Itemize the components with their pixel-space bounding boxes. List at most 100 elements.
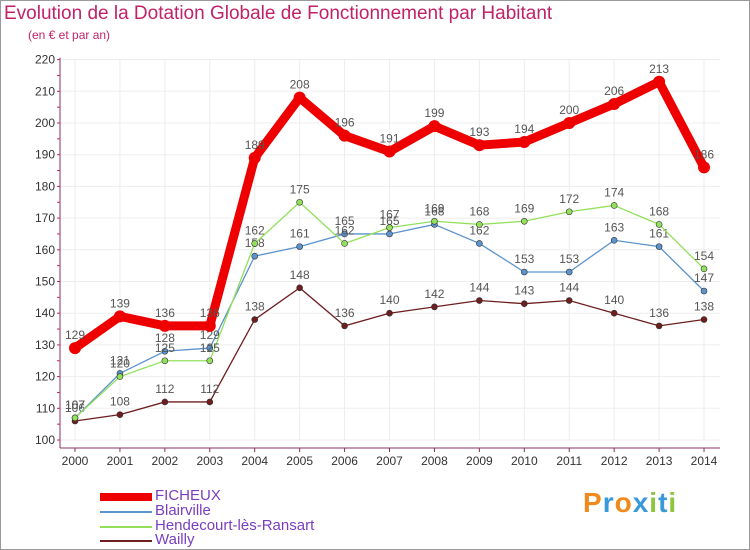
data-point <box>383 145 396 158</box>
data-label: 200 <box>559 103 579 117</box>
x-tick-label: 2004 <box>241 454 268 468</box>
data-point <box>158 319 171 332</box>
data-point <box>161 357 169 365</box>
data-point <box>161 347 169 355</box>
data-label: 106 <box>65 401 85 415</box>
legend-swatch-hendecourt <box>100 526 152 528</box>
data-point <box>69 342 81 355</box>
data-label: 107 <box>65 398 85 412</box>
data-label: 136 <box>200 306 220 320</box>
data-label: 163 <box>604 220 624 234</box>
x-tick-label: 2002 <box>152 454 179 468</box>
data-label: 138 <box>245 300 265 314</box>
data-point <box>610 236 618 244</box>
logo-letter: x <box>632 487 650 518</box>
data-point <box>565 208 573 216</box>
x-tick-label: 2000 <box>62 454 89 468</box>
data-label: 138 <box>694 300 714 314</box>
legend-item-wailly[interactable]: Wailly <box>100 531 360 548</box>
data-point <box>563 117 576 129</box>
y-tick-label: 100 <box>35 433 55 447</box>
legend-label-wailly: Wailly <box>155 531 195 548</box>
data-label: 120 <box>110 357 130 371</box>
legend-item-ficheux[interactable]: FICHEUX <box>100 487 360 504</box>
proxiti-logo: Proxiti <box>583 487 677 519</box>
data-point <box>293 91 306 104</box>
x-tick-label: 2014 <box>691 454 718 468</box>
data-point <box>518 136 531 149</box>
data-label: 175 <box>290 182 310 196</box>
data-label: 121 <box>110 353 130 367</box>
data-label: 194 <box>514 122 534 136</box>
data-point <box>341 230 348 238</box>
y-tick-label: 210 <box>35 84 55 98</box>
x-tick-label: 2012 <box>601 454 628 468</box>
data-label: 153 <box>559 252 579 266</box>
data-point <box>476 221 483 228</box>
y-tick-label: 160 <box>35 243 55 257</box>
x-tick-label: 2005 <box>286 454 313 468</box>
data-label: 161 <box>290 227 310 241</box>
data-label: 169 <box>424 201 444 215</box>
data-point <box>341 322 348 330</box>
y-tick-label: 170 <box>35 211 55 225</box>
data-point <box>520 268 528 276</box>
data-label: 144 <box>559 281 579 295</box>
x-tick-label: 2006 <box>331 454 358 468</box>
data-point <box>248 151 261 164</box>
x-tick-label: 2001 <box>107 454 134 468</box>
data-label: 206 <box>604 84 624 98</box>
data-label: 168 <box>649 204 669 218</box>
data-label: 153 <box>514 252 534 266</box>
data-point <box>653 75 666 88</box>
legend-item-hendecourt[interactable]: Hendecourt-lès-Ransart <box>100 517 360 534</box>
data-label: 140 <box>379 293 399 307</box>
data-point <box>251 316 259 323</box>
data-point <box>161 398 169 406</box>
data-label: 161 <box>649 227 669 241</box>
data-point <box>203 319 216 332</box>
data-label: 142 <box>424 287 444 301</box>
data-label: 125 <box>155 341 175 355</box>
data-label: 189 <box>245 138 265 152</box>
data-label: 213 <box>649 62 669 76</box>
data-point <box>296 243 303 250</box>
logo-letter: i <box>668 487 678 518</box>
data-label: 136 <box>335 306 355 320</box>
logo-letter: P <box>583 487 603 518</box>
data-point <box>476 240 483 247</box>
data-label: 167 <box>379 208 399 222</box>
data-point <box>338 129 351 142</box>
data-label: 129 <box>200 328 220 342</box>
data-label: 129 <box>65 328 85 342</box>
data-point <box>565 297 573 304</box>
x-tick-label: 2009 <box>466 454 493 468</box>
legend-label-ficheux: FICHEUX <box>155 487 221 504</box>
data-point <box>476 297 483 304</box>
data-point <box>296 198 303 206</box>
y-tick-label: 190 <box>35 148 55 162</box>
data-point <box>520 300 528 307</box>
y-tick-label: 150 <box>35 275 55 289</box>
y-tick-label: 220 <box>35 53 55 67</box>
data-label: 148 <box>290 268 310 282</box>
chart-subtitle: (en € et par an) <box>28 28 111 42</box>
legend-item-blairville[interactable]: Blairville <box>100 502 360 519</box>
x-tick-label: 2008 <box>421 454 448 468</box>
data-label: 139 <box>110 296 130 310</box>
data-point <box>655 221 663 228</box>
data-label: 136 <box>649 306 669 320</box>
data-label: 193 <box>469 125 489 139</box>
data-label: 196 <box>335 116 355 130</box>
data-point <box>520 217 528 225</box>
data-point <box>700 287 708 295</box>
data-label: 128 <box>155 331 175 345</box>
data-point <box>206 398 214 406</box>
data-label: 108 <box>110 395 130 409</box>
data-point <box>116 411 124 418</box>
logo-letter: t <box>658 487 669 518</box>
data-point <box>608 97 621 110</box>
data-label: 169 <box>514 201 534 215</box>
data-point <box>113 310 126 323</box>
data-label: 162 <box>335 223 355 237</box>
